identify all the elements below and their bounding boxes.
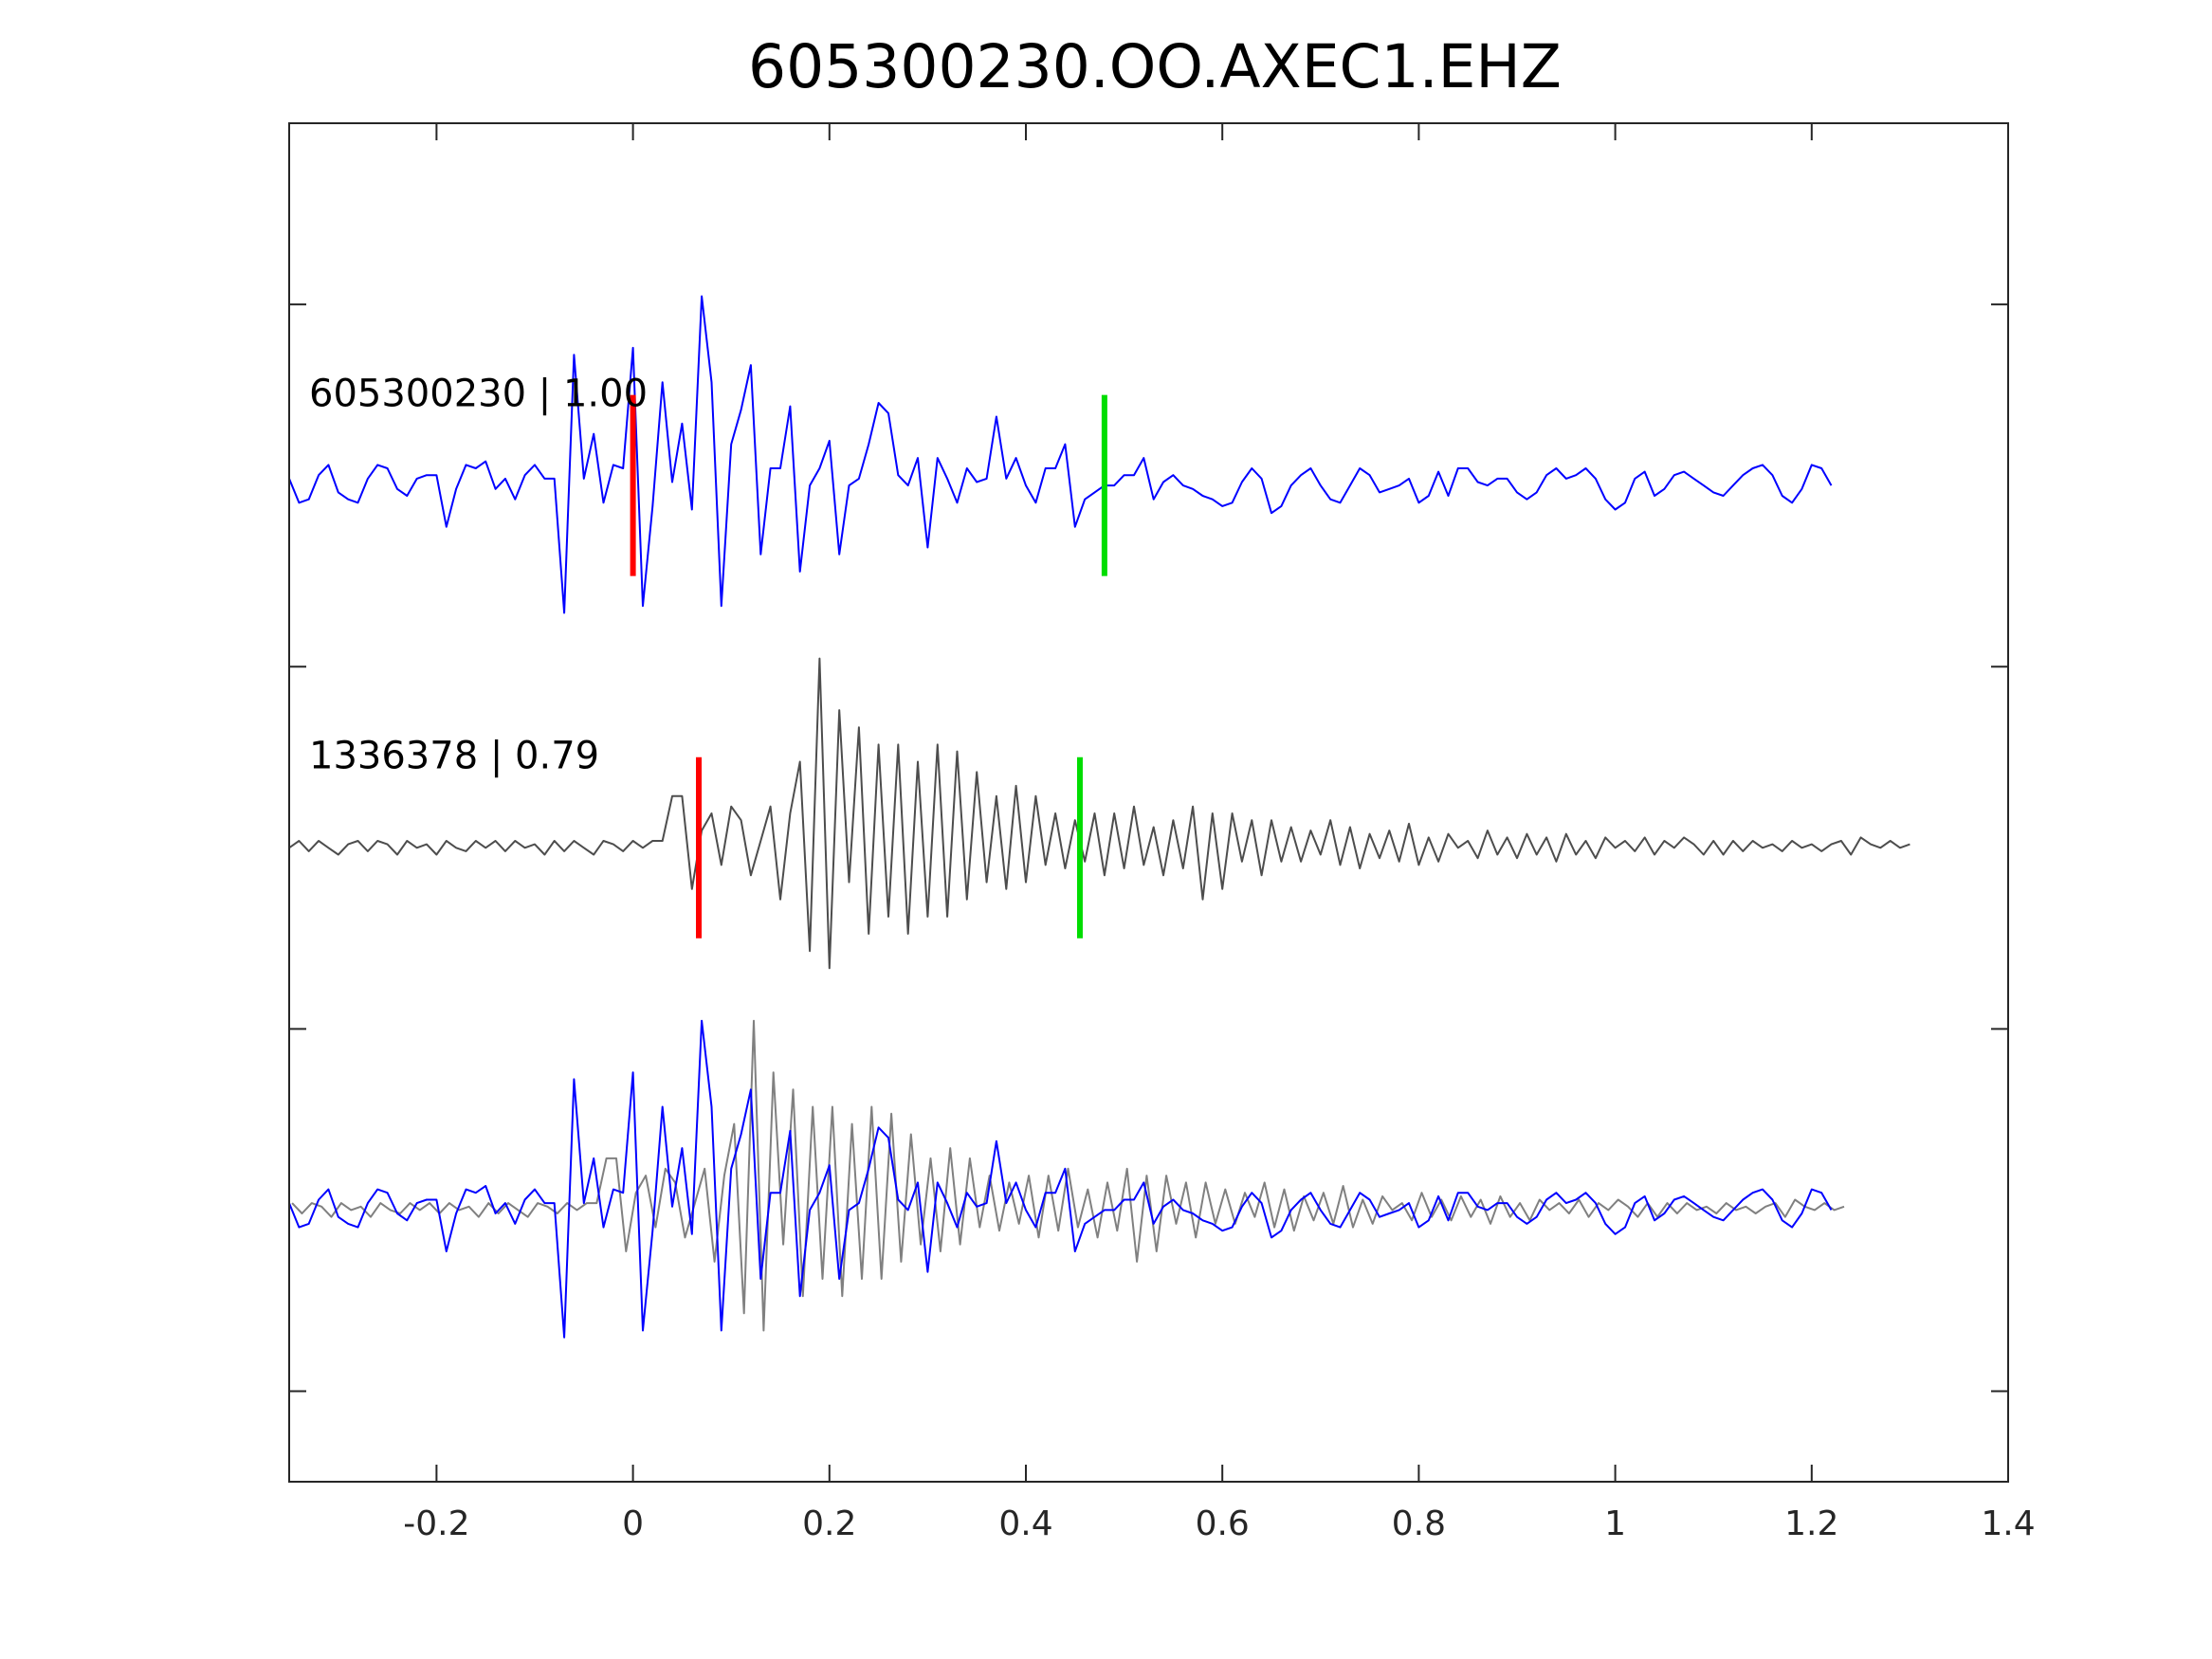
x-tick-label: 1.4 [1981,1504,2035,1543]
overlay-waveform-1 [291,1019,1845,1332]
x-tick-label: 1.2 [1784,1504,1838,1543]
x-tick-label: 0.6 [1196,1504,1250,1543]
chart-title: 605300230.OO.AXEC1.EHZ [748,32,1562,101]
waveform-trace-2 [288,657,1910,970]
axes-box [288,122,2009,1483]
trace-labels: 605300230 | 1.00 1336378 | 0.79 [309,373,648,778]
plot-area [288,295,1910,1339]
x-tick-label: 0.4 [998,1504,1052,1543]
x-tick-label: 0 [622,1504,644,1543]
trace-label-2: 1336378 | 0.79 [309,735,599,778]
x-tick-label: 0.2 [802,1504,856,1543]
x-axis: -0.2 0 0.2 0.4 0.6 0.8 1 1.2 1.4 [403,123,2036,1543]
overlay-waveform-2 [288,1019,1833,1339]
waveform-trace-1 [288,295,1833,614]
y-axis [289,303,2008,1393]
x-tick-label: -0.2 [403,1504,469,1543]
x-tick-label: 1 [1604,1504,1626,1543]
trace-label-1: 605300230 | 1.00 [309,373,648,416]
x-tick-label: 0.8 [1392,1504,1446,1543]
